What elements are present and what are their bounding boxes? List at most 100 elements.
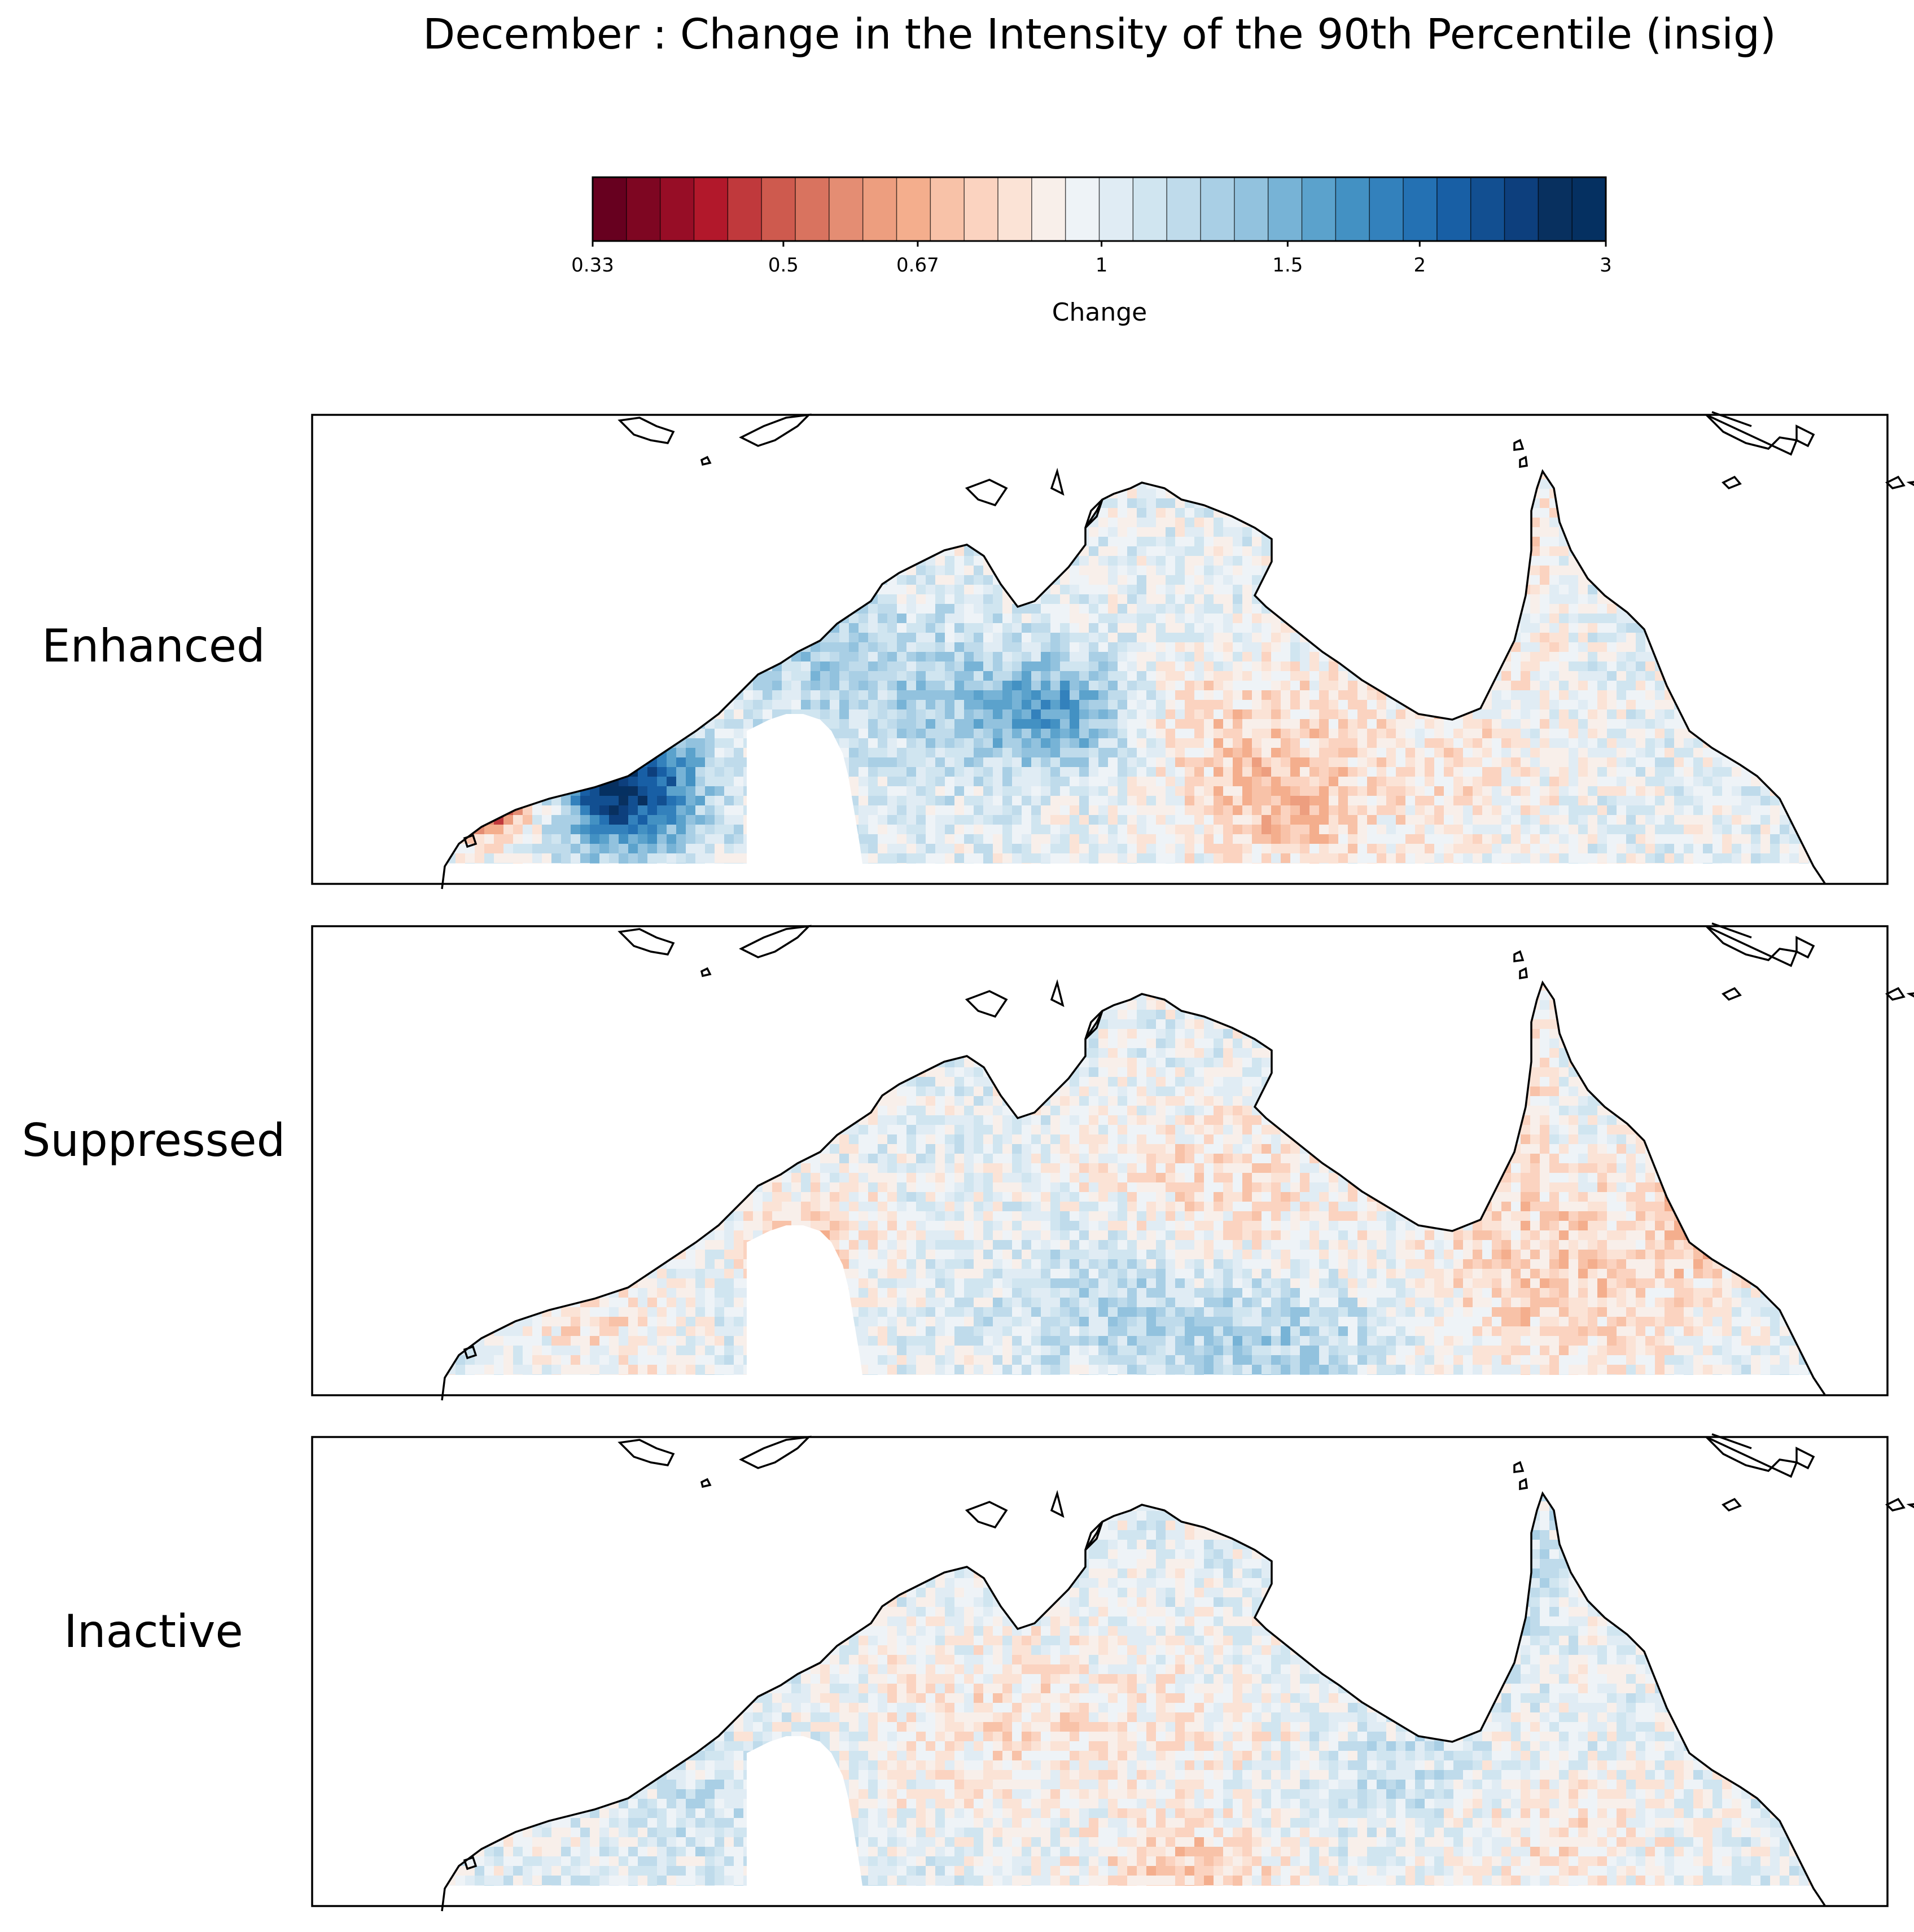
heatmap-cell — [1377, 489, 1387, 499]
heatmap-cell — [849, 623, 859, 633]
heatmap-cell — [532, 489, 542, 499]
heatmap-cell — [1108, 757, 1118, 768]
heatmap-cell — [1012, 671, 1022, 681]
heatmap-cell — [1799, 614, 1809, 624]
heatmap-cell — [1789, 537, 1799, 547]
heatmap-cell — [1703, 594, 1713, 604]
heatmap-cell — [1674, 652, 1684, 662]
heatmap-cell — [1271, 633, 1281, 643]
heatmap-cell — [1799, 604, 1809, 614]
heatmap-cell — [1645, 594, 1655, 604]
heatmap-cell — [1089, 642, 1099, 652]
heatmap-cell — [1712, 498, 1723, 509]
heatmap-cell — [1060, 527, 1070, 537]
heatmap-cell — [1818, 546, 1825, 557]
heatmap-cell — [1396, 661, 1406, 672]
heatmap-cell — [791, 508, 801, 518]
heatmap-cell — [705, 661, 715, 672]
heatmap-cell — [1789, 566, 1799, 576]
heatmap-cell — [1722, 566, 1732, 576]
heatmap-cell — [1549, 623, 1560, 633]
heatmap-cell — [465, 489, 475, 499]
heatmap-cell — [1271, 508, 1281, 518]
heatmap-cell — [801, 489, 811, 499]
heatmap-cell — [705, 642, 715, 652]
heatmap-cell — [1799, 709, 1809, 720]
heatmap-cell — [1540, 671, 1550, 681]
heatmap-cell — [1712, 729, 1723, 739]
heatmap-cell — [503, 700, 514, 710]
heatmap-cell — [1751, 709, 1761, 720]
colorbar-segment — [761, 177, 796, 241]
heatmap-cell — [1405, 594, 1416, 604]
heatmap-cell — [1118, 566, 1128, 576]
heatmap-cell — [657, 537, 667, 547]
heatmap-cell — [1214, 623, 1224, 633]
heatmap-cell — [859, 556, 869, 566]
heatmap-cell — [1309, 498, 1320, 509]
heatmap-cell — [1645, 719, 1655, 729]
heatmap-cell — [1444, 719, 1454, 729]
heatmap-cell — [1031, 604, 1041, 614]
heatmap-cell — [1617, 757, 1627, 768]
heatmap-cell — [1281, 652, 1291, 662]
heatmap-cell — [1799, 489, 1809, 499]
heatmap-cell — [1357, 767, 1368, 777]
heatmap-cell — [484, 604, 494, 614]
heatmap-cell — [1357, 537, 1368, 547]
heatmap-cell — [1473, 709, 1483, 720]
heatmap-cell — [667, 479, 677, 489]
heatmap-cell — [695, 777, 706, 787]
heatmap-cell — [561, 700, 571, 710]
heatmap-cell — [1780, 471, 1790, 480]
heatmap-cell — [1041, 489, 1051, 499]
heatmap-cell — [1818, 709, 1825, 720]
heatmap-cell — [1751, 471, 1761, 480]
heatmap-cell — [1492, 700, 1502, 710]
heatmap-cell — [1684, 671, 1694, 681]
heatmap-cell — [1175, 748, 1185, 758]
heatmap-cell — [523, 709, 533, 720]
heatmap-cell — [1002, 614, 1013, 624]
heatmap-cell — [849, 460, 859, 470]
heatmap-cell — [1214, 498, 1224, 509]
heatmap-cell — [1319, 719, 1329, 729]
heatmap-cell — [1041, 566, 1051, 576]
heatmap-cell — [455, 681, 466, 691]
heatmap-cell — [1482, 594, 1492, 604]
heatmap-cell — [1118, 729, 1128, 739]
heatmap-cell — [1156, 671, 1166, 681]
heatmap-cell — [1357, 719, 1368, 729]
heatmap-cell — [945, 681, 955, 691]
heatmap-cell — [945, 575, 955, 585]
heatmap-cell — [1156, 661, 1166, 672]
heatmap-cell — [1079, 719, 1089, 729]
heatmap-cell — [1597, 700, 1608, 710]
heatmap-cell — [1127, 498, 1137, 509]
heatmap-cell — [1079, 652, 1089, 662]
heatmap-cell — [1760, 575, 1771, 585]
heatmap-cell — [1146, 661, 1157, 672]
heatmap-cell — [1415, 566, 1425, 576]
heatmap-cell — [1703, 489, 1713, 499]
heatmap-cell — [686, 546, 696, 557]
heatmap-cell — [1693, 681, 1703, 691]
heatmap-cell — [695, 709, 706, 720]
heatmap-cell — [1617, 479, 1627, 489]
heatmap-cell — [1799, 681, 1809, 691]
heatmap-cell — [974, 556, 984, 566]
heatmap-cell — [475, 642, 485, 652]
heatmap-cell — [1617, 594, 1627, 604]
heatmap-cell — [1684, 489, 1694, 499]
heatmap-cell — [1540, 508, 1550, 518]
heatmap-cell — [1665, 527, 1675, 537]
heatmap-cell — [1511, 518, 1521, 528]
heatmap-cell — [743, 518, 754, 528]
heatmap-cell — [1444, 767, 1454, 777]
heatmap-cell — [1511, 642, 1521, 652]
heatmap-cell — [782, 537, 792, 547]
heatmap-cell — [1453, 700, 1464, 710]
heatmap-cell — [599, 681, 610, 691]
heatmap-cell — [1348, 719, 1358, 729]
heatmap-cell — [801, 700, 811, 710]
